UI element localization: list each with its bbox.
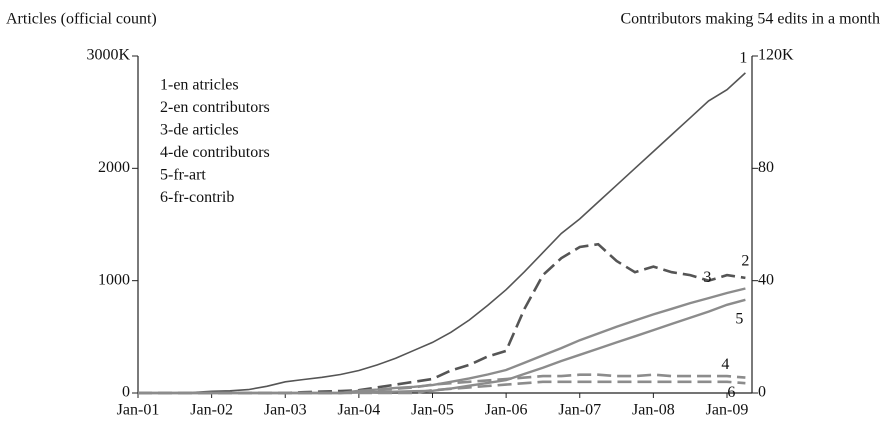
series-line (138, 242, 746, 395)
x-tick-label: Jan-03 (264, 402, 307, 419)
series-line (138, 380, 746, 395)
legend-entry: 4-de contributors (160, 144, 270, 161)
y2-tick-label: 40 (758, 271, 774, 288)
y2-tick-label: 120K (758, 47, 794, 64)
left-axis-title: Articles (official count) (6, 11, 157, 28)
series-tag: 4 (721, 356, 729, 373)
series-tag: 3 (703, 269, 711, 286)
x-tick-label: Jan-04 (338, 402, 381, 419)
x-tick-label: Jan-01 (117, 402, 160, 419)
x-tick-label: Jan-06 (485, 402, 528, 419)
legend-entry: 3-de articles (160, 122, 239, 139)
y-tick-label: 0 (122, 384, 130, 401)
series-tag: 2 (741, 253, 749, 270)
legend-entry: 5-fr-art (160, 167, 206, 184)
series-tag: 5 (735, 310, 743, 327)
y2-tick-label: 80 (758, 159, 774, 176)
x-tick-label: Jan-05 (411, 402, 454, 419)
series-tag: 6 (727, 384, 735, 401)
x-tick-label: Jan-09 (706, 402, 749, 419)
y2-tick-label: 0 (758, 384, 766, 401)
x-tick-label: Jan-02 (190, 402, 233, 419)
series-line (138, 72, 746, 394)
x-tick-label: Jan-08 (632, 402, 675, 419)
series-line (138, 287, 746, 395)
right-axis-title: Contributors making 54 edits in a month (620, 11, 880, 28)
legend-entry: 2-en contributors (160, 99, 270, 116)
series-tag: 1 (739, 50, 747, 67)
legend-entry: 6-fr-contrib (160, 189, 234, 206)
y-tick-label: 1000 (98, 271, 130, 288)
y-tick-label: 3000K (86, 47, 130, 64)
y-tick-label: 2000 (98, 159, 130, 176)
legend-entry: 1-en atricles (160, 77, 239, 94)
x-tick-label: Jan-07 (558, 402, 601, 419)
